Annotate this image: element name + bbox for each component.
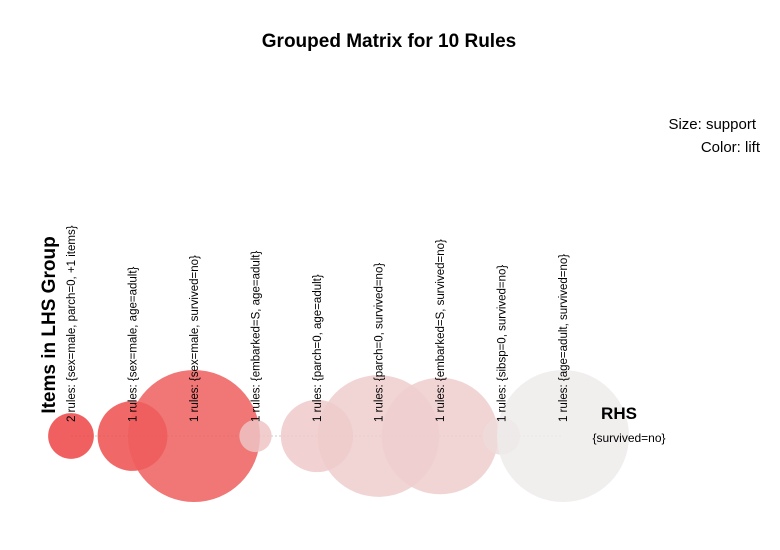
bubble-layer (48, 370, 629, 502)
lhs-group-label-8: 1 rules: {sibsp=0, survived=no} (497, 265, 509, 422)
bubble-group-4 (239, 419, 272, 453)
rhs-item-label: {survived=no} (592, 431, 665, 445)
rhs-title: RHS (601, 404, 637, 423)
lhs-group-label-5: 1 rules: {parch=0, age=adult} (312, 274, 324, 422)
lhs-group-label-1: 2 rules: {sex=male, parch=0, +1 items} (66, 225, 78, 422)
column-labels: 2 rules: {sex=male, parch=0, +1 items} 1 … (66, 225, 570, 422)
lhs-group-label-2: 1 rules: {sex=male, age=adult} (128, 266, 140, 422)
lhs-group-label-3: 1 rules: {sex=male, survived=no} (189, 255, 201, 422)
lhs-group-label-4: 1 rules: {embarked=S, age=adult} (251, 250, 263, 422)
y-axis-label: Items in LHS Group (39, 236, 60, 413)
lhs-group-label-7: 1 rules: {embarked=S, survived=no} (435, 239, 447, 422)
bubble-group-9 (497, 370, 629, 502)
bubble-group-7 (381, 377, 499, 495)
color-legend: Color: lift (701, 139, 761, 156)
lhs-group-label-6: 1 rules: {parch=0, survived=no} (374, 263, 386, 422)
bubble-group-1 (48, 413, 94, 459)
chart-title: Grouped Matrix for 10 Rules (262, 31, 516, 52)
lhs-group-label-9: 1 rules: {age=adult, survived=no} (558, 254, 570, 422)
size-legend: Size: support (668, 116, 756, 133)
bubble-group-3 (128, 370, 260, 502)
